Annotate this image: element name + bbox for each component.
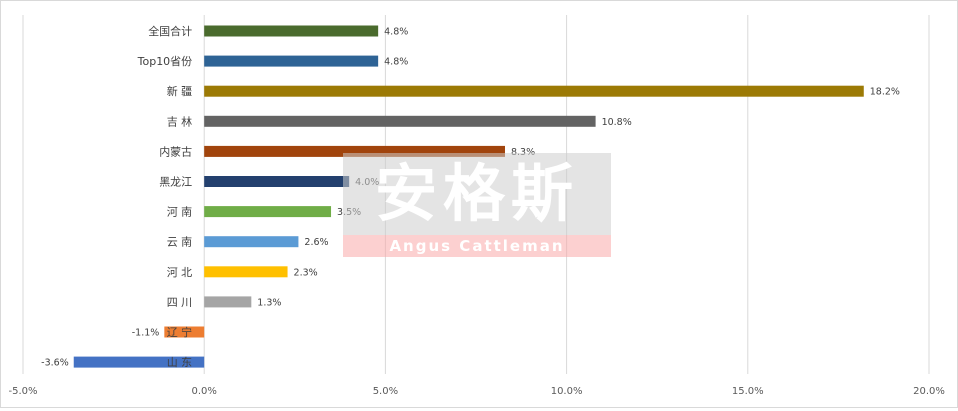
category-label: 山 东 <box>167 356 193 369</box>
value-label: 18.2% <box>870 87 900 98</box>
value-label: 2.6% <box>304 237 328 248</box>
category-label: 辽 宁 <box>167 325 193 339</box>
watermark-chinese-text: 安格斯 <box>343 153 611 235</box>
x-tick-label: 10.0% <box>551 386 583 397</box>
bar <box>204 85 864 97</box>
watermark-english-text: Angus Cattleman <box>343 235 611 257</box>
bar <box>204 115 596 127</box>
value-label: 1.3% <box>257 297 281 308</box>
category-label: 四 川 <box>167 296 193 309</box>
category-label: 吉 林 <box>167 114 193 128</box>
x-tick-label: -5.0% <box>8 386 37 397</box>
bar <box>204 145 505 157</box>
value-label: 8.3% <box>511 147 535 158</box>
bar <box>164 326 205 338</box>
bars <box>73 25 864 368</box>
bar <box>204 236 299 248</box>
value-label: -1.1% <box>132 328 160 339</box>
category-label: 新 疆 <box>167 84 193 98</box>
bar <box>204 176 350 187</box>
bar <box>204 55 379 67</box>
value-label: -3.6% <box>41 358 69 369</box>
category-label: 黑龙江 <box>159 176 192 189</box>
bar <box>204 266 288 278</box>
watermark-logo: 安格斯 Angus Cattleman <box>343 153 611 257</box>
x-tick-label: 20.0% <box>913 386 945 397</box>
bar <box>204 206 332 218</box>
x-axis: -5.0% 0.0% 5.0% 10.0% 15.0% 20.0% <box>8 386 944 397</box>
x-tick-label: 15.0% <box>732 386 764 397</box>
x-tick-label: 0.0% <box>191 386 216 397</box>
category-label: Top10省份 <box>137 55 193 68</box>
bar <box>204 296 252 308</box>
value-label: 4.8% <box>384 57 408 68</box>
category-label: 内蒙古 <box>159 144 192 158</box>
category-label: 河 北 <box>167 266 193 279</box>
category-label: 云 南 <box>167 236 193 249</box>
category-label: 全国合计 <box>148 24 192 38</box>
x-tick-label: 5.0% <box>373 386 398 397</box>
bar <box>73 356 205 368</box>
value-label: 4.8% <box>384 27 408 38</box>
category-label: 河 南 <box>167 206 193 219</box>
value-label: 10.8% <box>602 117 632 128</box>
bar <box>204 25 379 37</box>
value-label: 2.3% <box>294 267 318 278</box>
